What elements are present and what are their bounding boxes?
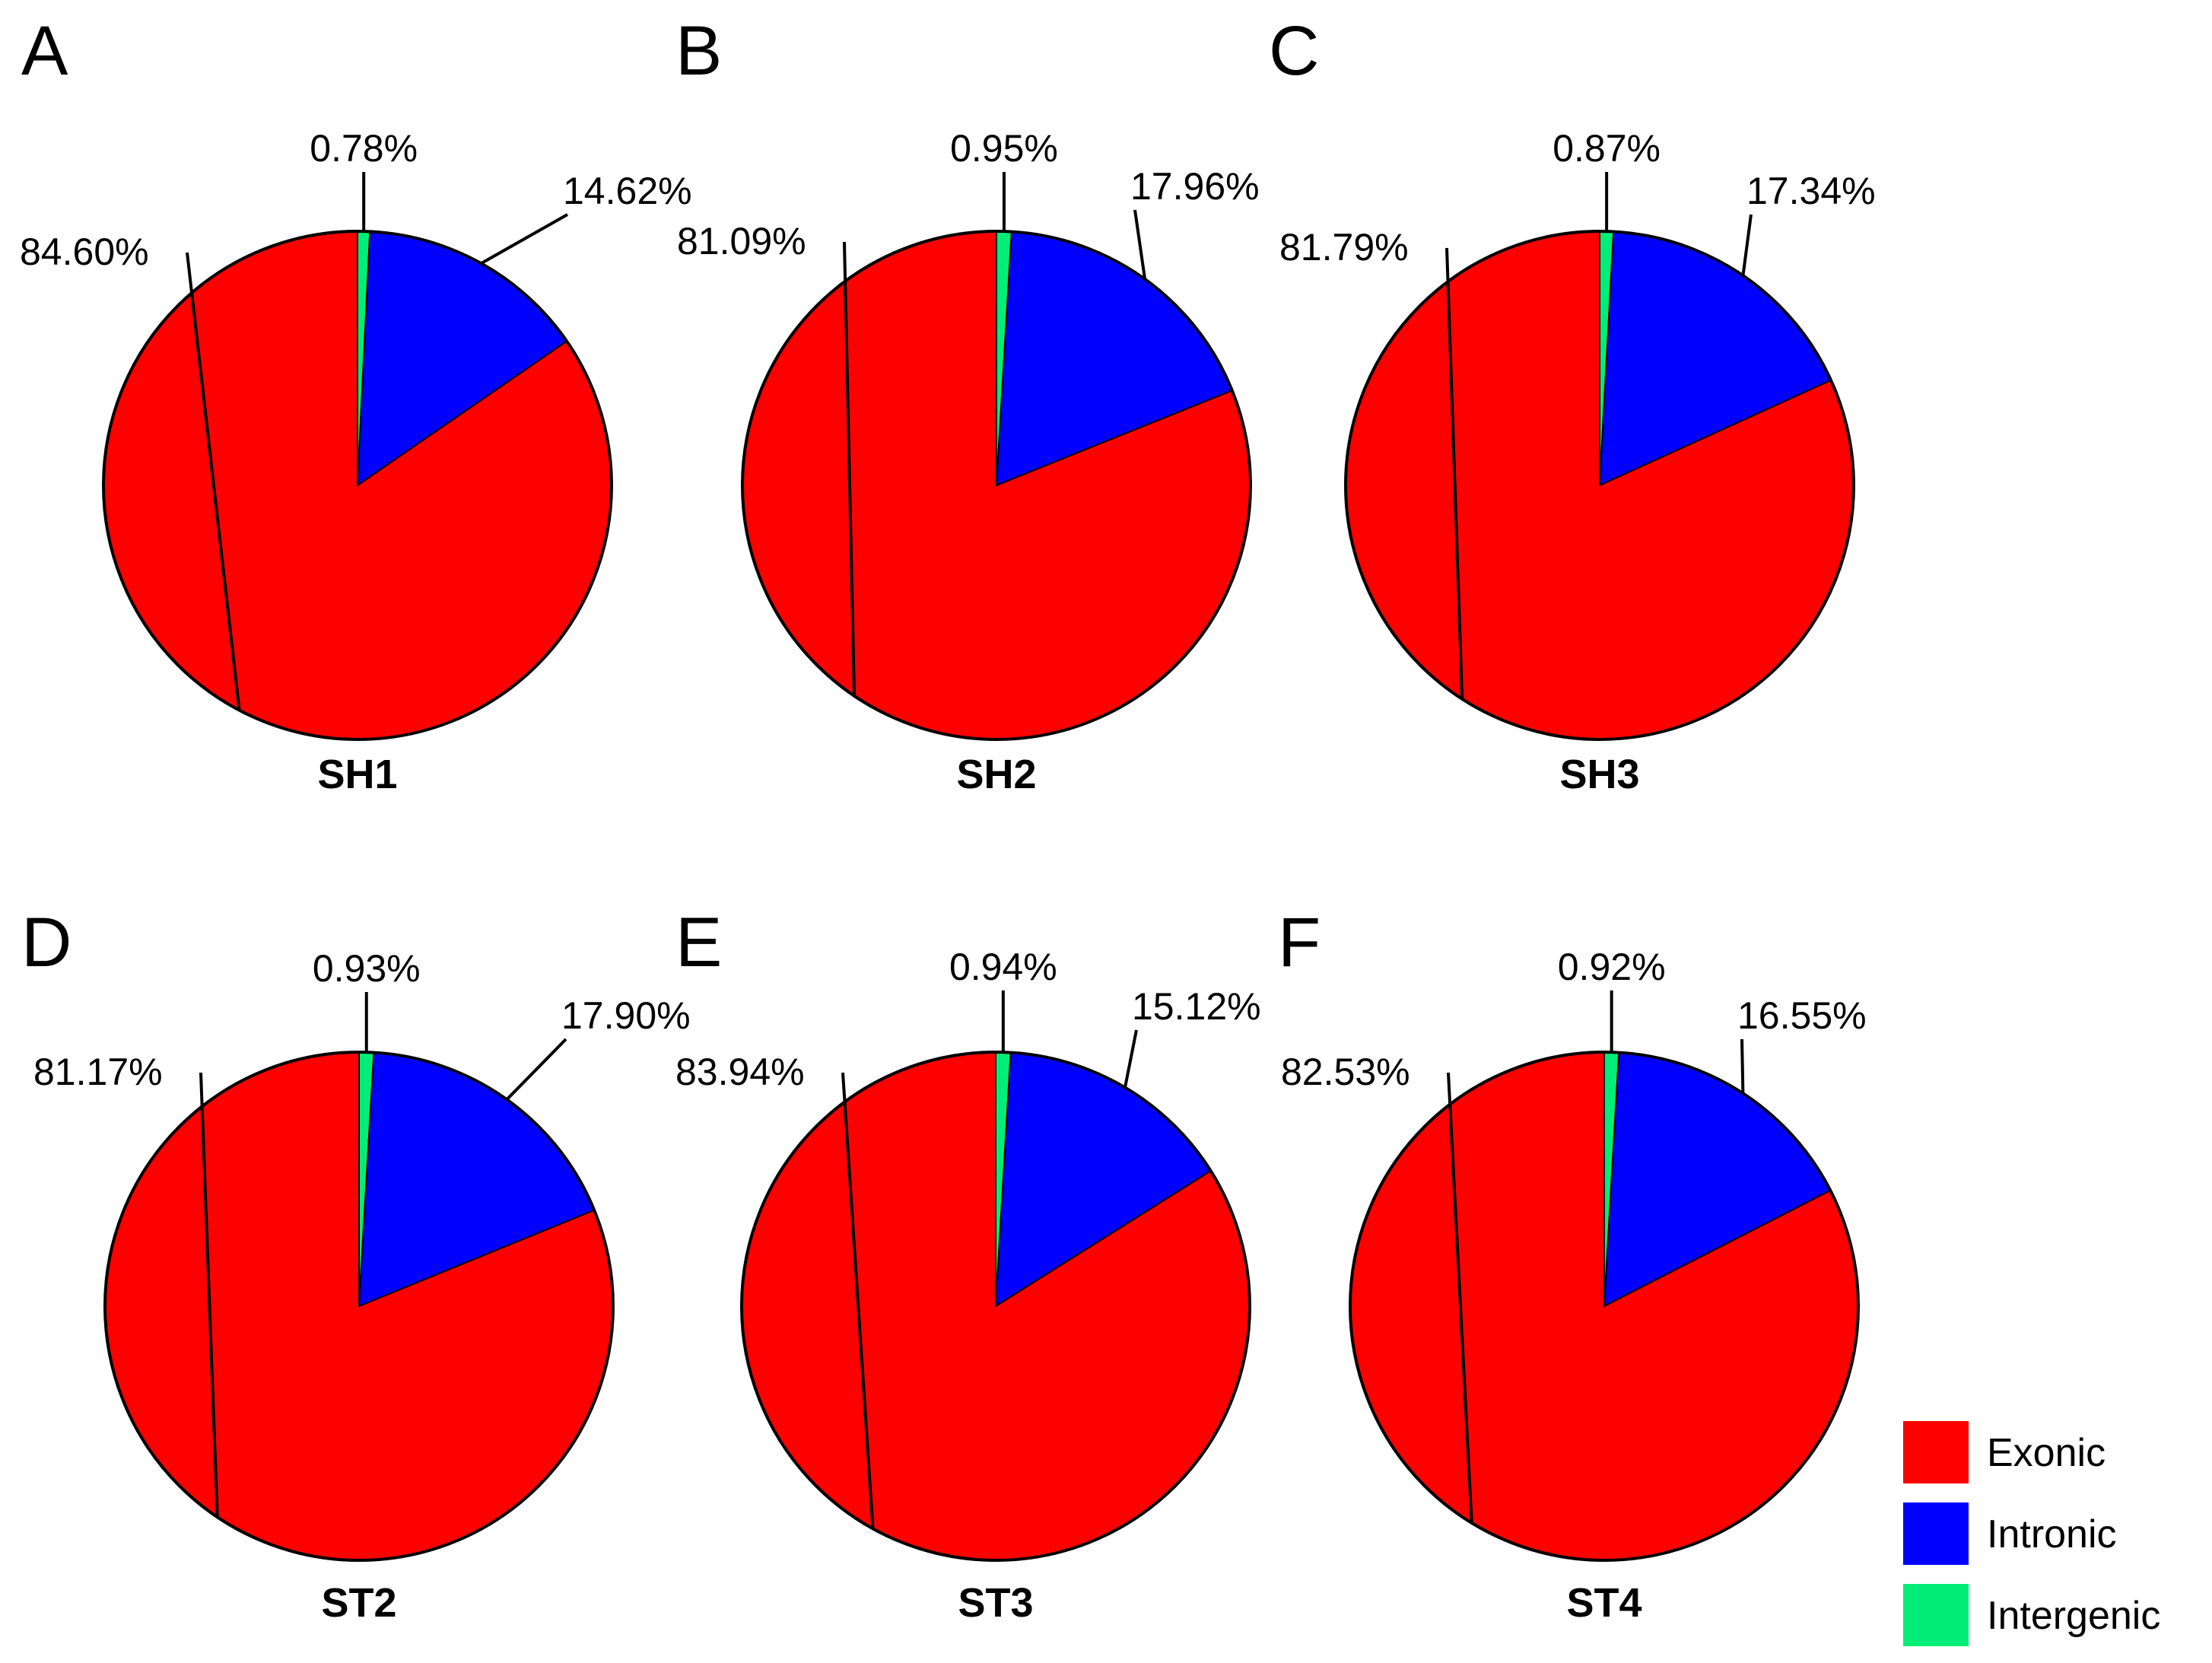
pie-outline-st3 [740,1051,1251,1562]
leader-line-sh1-exonic [186,252,241,711]
data-label-st4-intergenic: 0.92% [1558,946,1666,988]
data-label-sh3-intergenic: 0.87% [1553,127,1661,170]
legend-swatch-intronic [1903,1502,1969,1565]
data-label-st3-exonic: 83.94% [675,1051,805,1093]
legend-label-intergenic: Intergenic [1987,1594,2160,1638]
leader-line-sh3-exonic [1445,247,1464,699]
pie-outline-sh1 [102,230,613,741]
data-label-st4-intronic: 16.55% [1737,994,1867,1037]
data-label-sh2-intergenic: 0.95% [950,127,1058,170]
leader-line-st2-intronic [505,1038,567,1101]
leader-line-st4-exonic [1447,1072,1473,1524]
pie-chart-st4: F 0.92% 16.55% 82.53% ST4 [1278,904,1867,1626]
data-label-sh3-exonic: 81.79% [1279,226,1409,269]
panel-letter-f: F [1278,904,1321,981]
pie-title-st4: ST4 [1566,1580,1642,1626]
data-label-sh2-exonic: 81.09% [677,220,806,262]
leader-line-sh1-intronic [480,213,568,265]
pie-outline-st2 [103,1051,615,1562]
legend-swatch-exonic [1903,1421,1969,1483]
leader-line-sh3-intronic [1741,214,1753,276]
leader-line-st2-exonic [199,1072,219,1518]
data-label-st3-intergenic: 0.94% [949,946,1057,988]
legend-swatch-intergenic [1903,1584,1969,1646]
pie-chart-sh3: C 0.87% 17.34% 81.79% SH3 [1269,12,1876,797]
leader-line-st4-intronic [1740,1038,1745,1094]
pie-panels: A 0.78% 14.62% 84.60% SH1 B 0.95% 17.96% 81.09% S… [20,12,1876,1626]
pie-title-sh2: SH2 [956,752,1036,797]
legend-label-intronic: Intronic [1987,1512,2117,1556]
data-label-sh3-intronic: 17.34% [1746,170,1876,212]
pie-outline-sh2 [741,230,1252,741]
pie-chart-st3: E 0.94% 15.12% 83.94% ST3 [675,904,1261,1626]
panel-letter-d: D [21,904,72,981]
pie-outline-st4 [1349,1051,1860,1562]
pie-title-st2: ST2 [321,1580,396,1626]
data-label-st3-intronic: 15.12% [1132,985,1261,1028]
panel-letter-e: E [675,904,722,981]
leader-line-st3-exonic [841,1072,875,1529]
pie-chart-sh2: B 0.95% 17.96% 81.09% SH2 [675,12,1260,797]
data-label-st4-exonic: 82.53% [1281,1051,1410,1093]
pie-title-sh3: SH3 [1559,752,1639,797]
pie-chart-st2: D 0.93% 17.90% 81.17% ST2 [21,904,691,1626]
pie-outline-sh3 [1344,230,1855,741]
panel-letter-b: B [675,12,722,90]
pie-title-sh1: SH1 [317,752,397,797]
legend: Exonic Intronic Intergenic [1903,1421,2160,1646]
leader-line-sh2-exonic [843,241,857,696]
pie-title-st3: ST3 [958,1580,1033,1626]
legend-label-exonic: Exonic [1987,1431,2106,1475]
data-label-st2-intronic: 17.90% [561,994,691,1037]
data-label-sh2-intronic: 17.96% [1130,165,1260,208]
data-label-sh1-intergenic: 0.78% [310,127,418,170]
panel-letter-c: C [1269,12,1319,90]
panel-letter-a: A [21,12,68,90]
data-label-sh1-exonic: 84.60% [20,231,149,273]
data-label-st2-exonic: 81.17% [33,1051,163,1093]
data-label-sh1-intronic: 14.62% [563,170,692,212]
leader-line-sh2-intronic [1133,209,1147,280]
pie-chart-sh1: A 0.78% 14.62% 84.60% SH1 [20,12,692,797]
data-label-st2-intergenic: 0.93% [313,947,421,990]
leader-line-st3-intronic [1123,1029,1138,1088]
